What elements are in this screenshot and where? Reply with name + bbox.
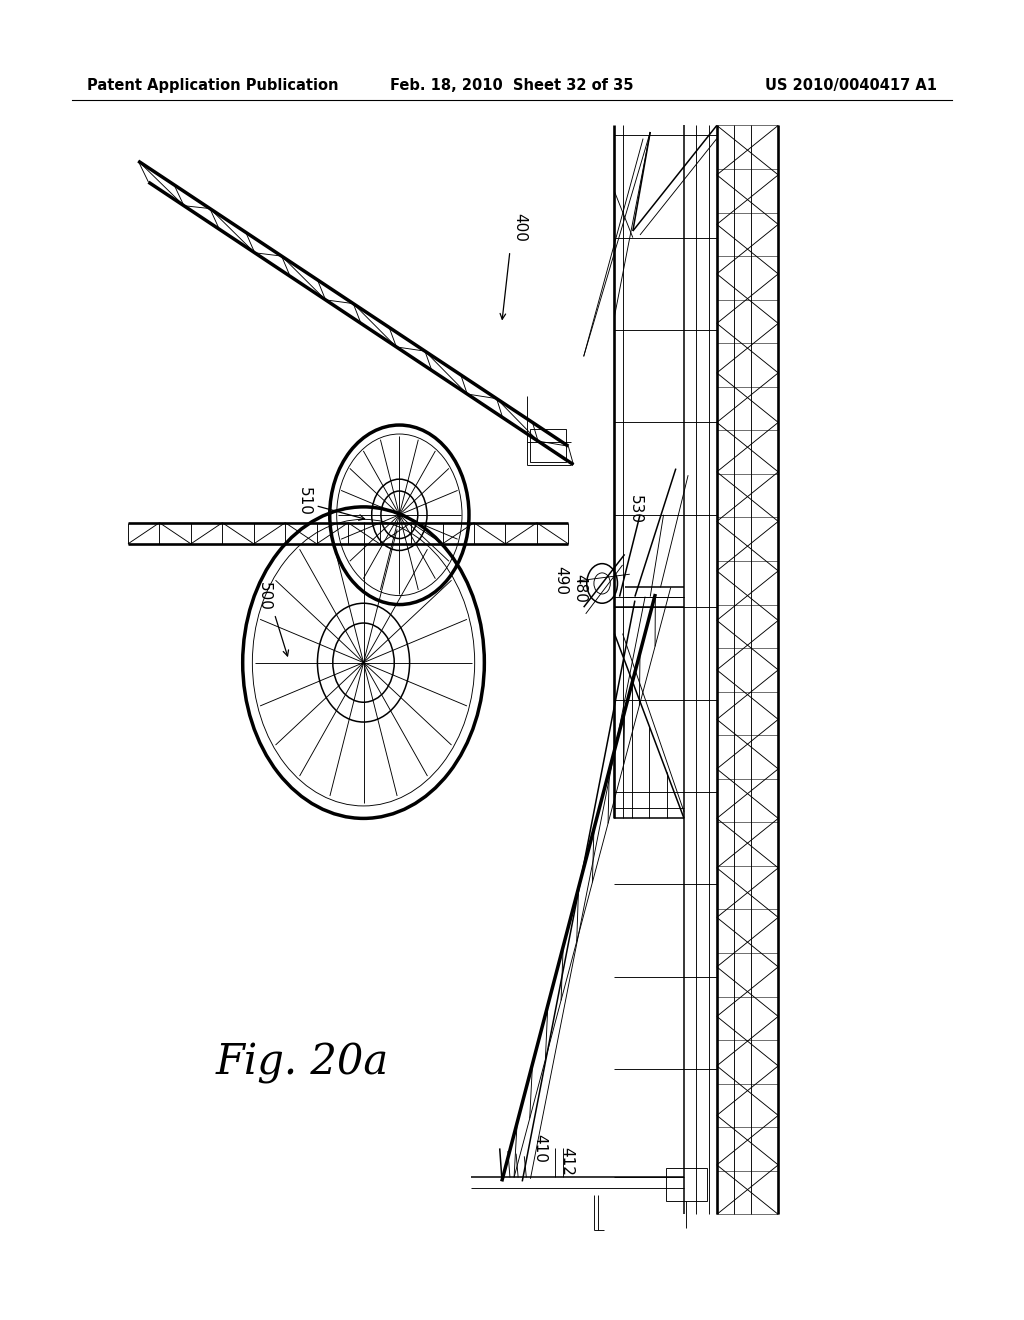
Text: 490: 490 bbox=[554, 566, 568, 595]
Text: 530: 530 bbox=[628, 495, 642, 524]
Text: 412: 412 bbox=[559, 1147, 573, 1176]
Text: 480: 480 bbox=[572, 574, 587, 603]
Text: US 2010/0040417 A1: US 2010/0040417 A1 bbox=[765, 78, 937, 92]
Text: 500: 500 bbox=[257, 582, 271, 611]
Text: Feb. 18, 2010  Sheet 32 of 35: Feb. 18, 2010 Sheet 32 of 35 bbox=[390, 78, 634, 92]
Text: 510: 510 bbox=[297, 487, 311, 516]
Text: 410: 410 bbox=[532, 1134, 547, 1163]
Text: 400: 400 bbox=[513, 213, 527, 242]
Bar bbox=[530, 429, 566, 462]
Bar bbox=[666, 1168, 707, 1201]
Text: Patent Application Publication: Patent Application Publication bbox=[87, 78, 339, 92]
Text: Fig. 20a: Fig. 20a bbox=[215, 1041, 389, 1084]
